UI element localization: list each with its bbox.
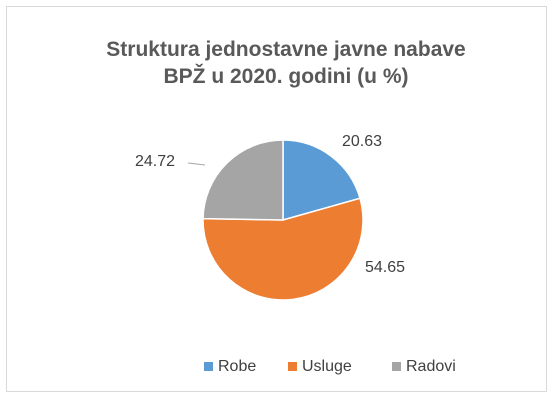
chart-frame [6,6,547,392]
pie-slice [282,139,361,221]
legend-swatch [288,362,297,371]
pie-slice [202,197,364,301]
legend-label: Usluge [302,358,352,375]
data-label: 20.63 [342,133,382,150]
legend-label: Robe [218,358,256,375]
data-label: 24.72 [135,153,175,170]
legend-swatch [392,362,401,371]
leader-line [187,162,206,166]
legend-swatch [204,362,213,371]
legend-label: Radovi [406,358,456,375]
chart-title: Struktura jednostavne javne nabave BPŽ u… [106,38,466,88]
pie-slice [202,139,284,221]
data-label: 54.65 [365,259,405,276]
